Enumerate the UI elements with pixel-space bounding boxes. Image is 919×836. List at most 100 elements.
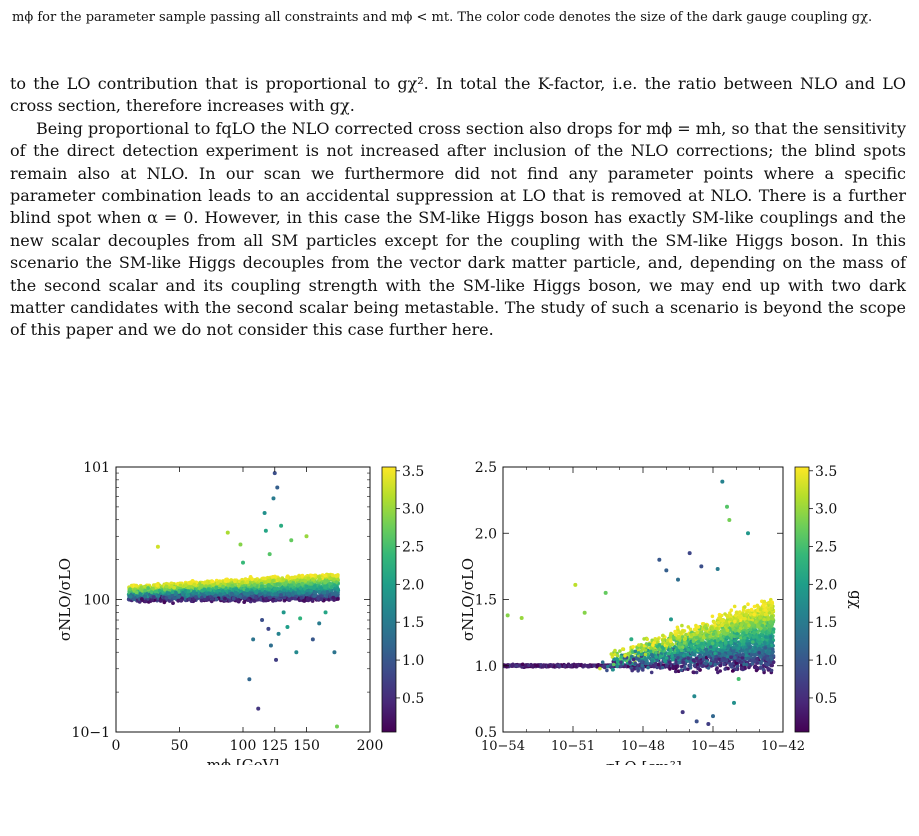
scatter-point — [128, 594, 133, 599]
scatter-point — [183, 589, 188, 593]
chart-right-svg: 10−54 10−51 10−48 10−45 10−420.51.01.52.02.5… — [459, 460, 865, 776]
scatter-point — [214, 597, 219, 602]
scatter-point — [306, 576, 311, 581]
scatter-point — [712, 620, 716, 625]
scatter-point — [230, 584, 235, 588]
scatter-point — [749, 653, 754, 657]
scatter-point — [300, 581, 305, 586]
scatter-point — [150, 598, 155, 602]
scatter-point — [318, 577, 322, 582]
scatter-point — [221, 584, 226, 589]
scatter-point — [213, 593, 218, 598]
scatter-point — [284, 580, 288, 585]
scatter-point — [189, 581, 193, 585]
scatter-point-outlier — [267, 552, 272, 557]
scatter-point — [202, 587, 207, 592]
scatter-point — [321, 590, 326, 595]
scatter-point — [541, 663, 546, 668]
scatter-point — [245, 580, 250, 584]
figure-left-k-factor-vs-mphi: 0 50 100 125 150 200 10−1 100 101 mϕ [GeV] σNLO/σL… — [50, 455, 452, 774]
scatter-point — [308, 585, 313, 590]
scatter-point — [688, 627, 693, 632]
scatter-point — [673, 669, 678, 674]
scatter-point — [692, 627, 697, 632]
scatter-point — [170, 590, 175, 594]
scatter-point — [179, 598, 184, 603]
scatter-point-outlier — [225, 530, 230, 535]
scatter-point — [312, 586, 316, 590]
scatter-point — [194, 595, 198, 599]
scatter-point-outlier — [279, 523, 284, 528]
scatter-point — [271, 599, 275, 603]
top-caption: mϕ for the parameter sample passing all … — [12, 10, 873, 25]
scatter-point — [573, 663, 577, 667]
scatter-point — [677, 642, 682, 646]
scatter-point — [236, 598, 240, 603]
scatter-point — [131, 597, 136, 601]
scatter-point — [514, 664, 519, 668]
x-tick-label: 100 — [230, 738, 257, 754]
scatter-point — [653, 662, 658, 666]
scatter-point — [510, 664, 514, 668]
scatter-point — [234, 590, 238, 595]
scatter-point-outlier — [275, 485, 280, 490]
scatter-point — [686, 667, 690, 671]
scatter-point-outlier — [274, 657, 279, 662]
scatter-point — [317, 589, 321, 594]
scatter-point — [720, 623, 725, 627]
scatter-point — [323, 580, 327, 585]
scatter-point — [221, 592, 226, 596]
scatter-point — [739, 660, 744, 665]
scatter-point — [158, 598, 163, 603]
scatter-point — [276, 582, 281, 587]
scatter-point — [254, 595, 258, 600]
scatter-point — [172, 596, 177, 601]
scatter-point — [266, 579, 271, 583]
scatter-point — [263, 584, 268, 588]
scatter-point-outlier — [272, 471, 277, 476]
scatter-point — [296, 590, 301, 595]
scatter-point-outlier — [260, 618, 265, 623]
scatter-point — [271, 578, 275, 583]
scatter-point — [598, 666, 602, 671]
scatter-point — [258, 592, 263, 597]
scatter-point-outlier — [332, 650, 337, 655]
scatter-point — [134, 590, 139, 595]
scatter-point-outlier — [289, 538, 294, 543]
scatter-point — [153, 589, 158, 594]
x-tick-label: 0 — [112, 738, 121, 754]
scatter-point-outlier — [241, 560, 245, 565]
scatter-point — [157, 588, 162, 593]
scatter-point — [520, 662, 525, 667]
scatter-point — [660, 665, 665, 670]
scatter-point — [729, 608, 734, 612]
scatter-point — [140, 588, 145, 593]
colorbar-tick-label: 2.0 — [402, 577, 424, 593]
scatter-point — [140, 597, 144, 602]
scatter-point — [686, 625, 691, 629]
scatter-point — [535, 663, 539, 668]
scatter-point — [223, 596, 227, 601]
scatter-point — [143, 588, 147, 593]
scatter-point — [686, 647, 691, 652]
scatter-point — [285, 575, 289, 580]
scatter-point — [191, 590, 195, 595]
x-axis-label: mϕ [GeV] — [207, 756, 280, 765]
scatter-point — [176, 598, 181, 603]
scatter-point — [641, 668, 645, 672]
scatter-point — [718, 663, 723, 668]
scatter-point — [304, 592, 309, 597]
scatter-point-outlier — [238, 542, 243, 547]
scatter-point — [601, 664, 605, 669]
body-text: to the LO contribution that is proportio… — [10, 73, 906, 342]
scatter-point — [152, 595, 156, 599]
scatter-point — [282, 588, 286, 593]
scatter-point — [250, 591, 254, 596]
scatter-point — [323, 584, 327, 589]
scatter-point — [167, 588, 172, 592]
scatter-point — [197, 586, 202, 590]
scatter-point — [287, 597, 291, 601]
scatter-point-outlier — [285, 625, 290, 630]
scatter-point — [270, 575, 275, 579]
